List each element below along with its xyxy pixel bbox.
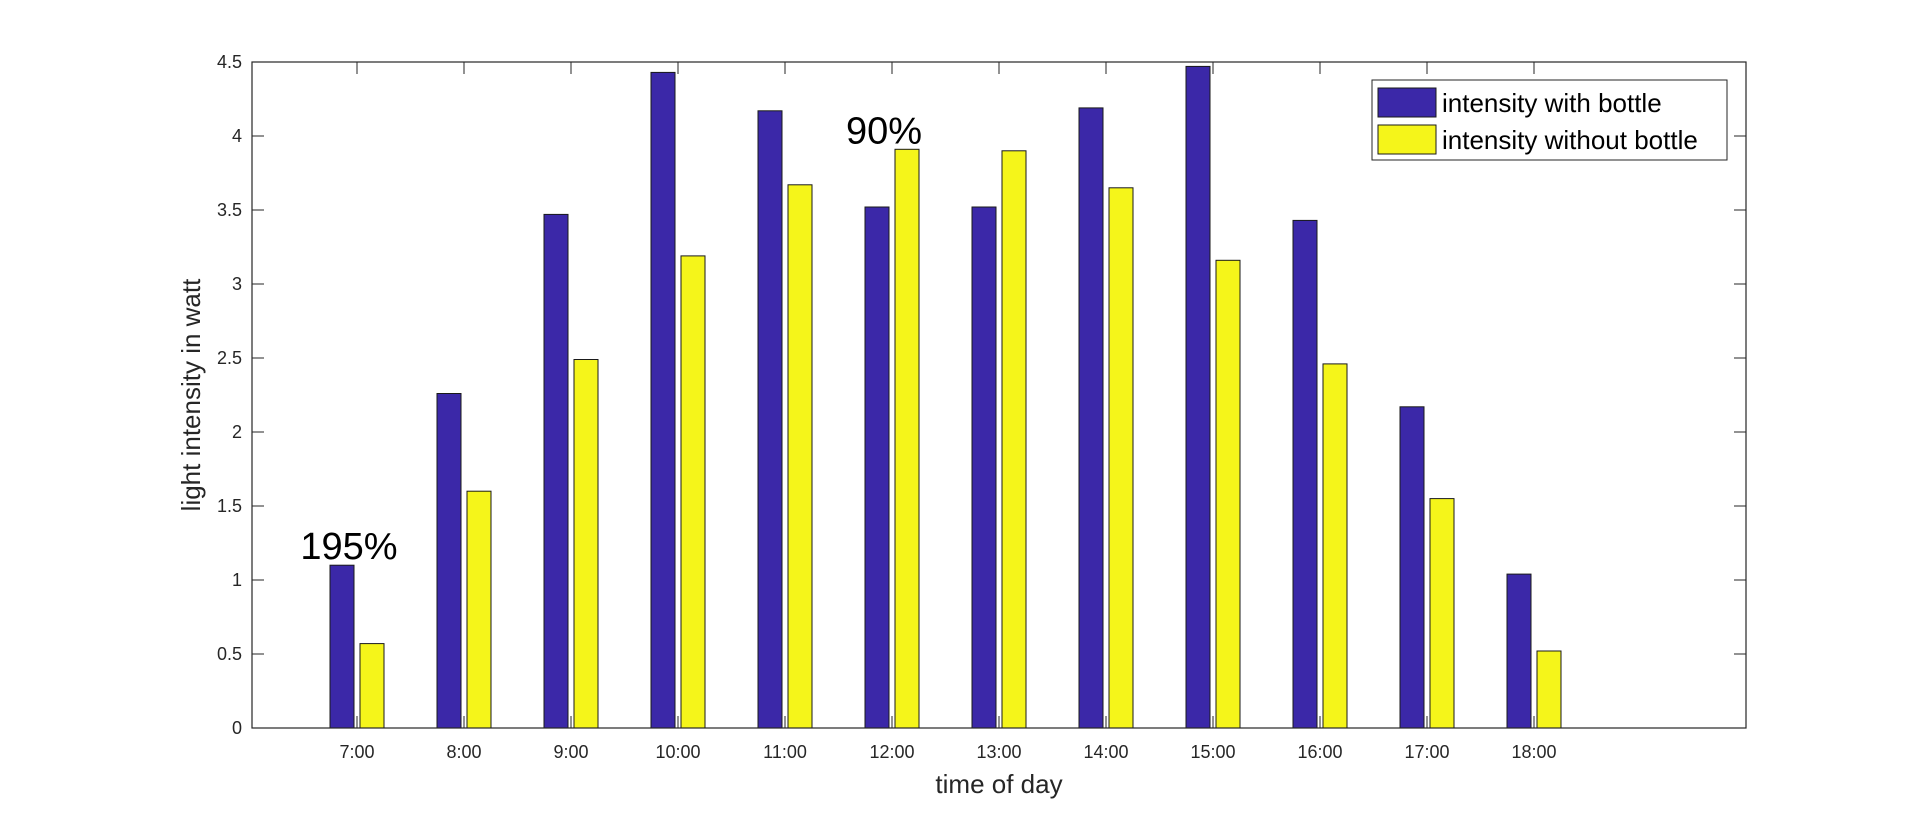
bar-series1-1600	[1292, 219, 1318, 729]
bar-series2-1200	[894, 148, 920, 729]
y-axis-title: light intensity in watt	[176, 278, 206, 511]
y-tick-label: 3	[232, 274, 242, 294]
bar-series2-1600	[1322, 363, 1348, 729]
x-tick-label: 18:00	[1511, 742, 1556, 762]
x-tick-label: 16:00	[1297, 742, 1342, 762]
y-tick-label: 3.5	[217, 200, 242, 220]
x-tick-label: 17:00	[1404, 742, 1449, 762]
x-tick-label: 13:00	[976, 742, 1021, 762]
x-axis-title: time of day	[935, 769, 1062, 799]
annotation-label: 90%	[846, 110, 922, 152]
bar-series2-1700	[1429, 498, 1455, 729]
bar-series1-800	[436, 393, 462, 729]
legend: intensity with bottle intensity without b…	[1371, 79, 1728, 161]
y-tick-label: 4.5	[217, 52, 242, 72]
x-tick-label: 8:00	[446, 742, 481, 762]
bar-series2-700	[359, 643, 385, 729]
bar-series1-1800	[1506, 573, 1532, 729]
annotations-layer: 195% 90%	[300, 110, 922, 568]
bar-series2-1800	[1536, 650, 1562, 729]
x-tick-label: 12:00	[869, 742, 914, 762]
bar-series2-900	[573, 359, 599, 729]
y-tick-label: 2.5	[217, 348, 242, 368]
x-tick-label: 7:00	[339, 742, 374, 762]
annotation-label: 195%	[300, 526, 397, 568]
y-tick-label: 0	[232, 718, 242, 738]
y-tick-label: 2	[232, 422, 242, 442]
plot-background	[252, 62, 1746, 728]
bar-series2-1000	[680, 255, 706, 729]
bar-series2-1400	[1108, 187, 1134, 729]
bar-series1-1200	[864, 206, 890, 729]
ticks-layer	[252, 61, 1746, 729]
bar-series1-1100	[757, 110, 783, 729]
bar-series1-1000	[650, 71, 676, 729]
x-tick-label: 15:00	[1190, 742, 1235, 762]
bar-series1-1700	[1399, 406, 1425, 729]
bars-layer	[329, 65, 1562, 729]
legend-swatch-2	[1377, 124, 1437, 155]
y-tick-label: 1	[232, 570, 242, 590]
bar-series1-700	[329, 564, 355, 729]
x-tick-label: 9:00	[553, 742, 588, 762]
x-tick-label: 14:00	[1083, 742, 1128, 762]
bar-series2-1100	[787, 184, 813, 729]
y-tick-label: 0.5	[217, 644, 242, 664]
y-tick-label: 1.5	[217, 496, 242, 516]
bar-series2-1300	[1001, 150, 1027, 729]
tick-labels-layer: 0 0.5 1 1.5 2 2.5 3 3.5 4 4.5 7:00 8:00 9:00 10:00 11:…	[217, 52, 1557, 762]
bar-series2-1500	[1215, 259, 1241, 729]
x-tick-label: 10:00	[655, 742, 700, 762]
legend-label-1: intensity with bottle	[1442, 88, 1662, 118]
bar-series2-800	[466, 490, 492, 729]
bar-series1-900	[543, 213, 569, 729]
x-tick-label: 11:00	[763, 742, 807, 762]
bar-series1-1300	[971, 206, 997, 729]
legend-label-2: intensity without bottle	[1442, 125, 1698, 155]
legend-swatch-1	[1377, 87, 1437, 118]
bar-series1-1500	[1185, 65, 1211, 729]
y-tick-label: 4	[232, 126, 242, 146]
bar-series1-1400	[1078, 107, 1104, 729]
